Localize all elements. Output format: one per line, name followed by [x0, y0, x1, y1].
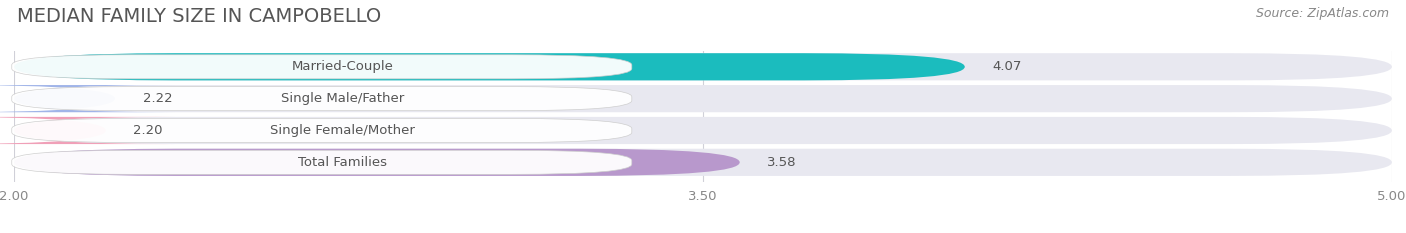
- Text: 2.20: 2.20: [134, 124, 163, 137]
- FancyBboxPatch shape: [0, 117, 174, 144]
- Text: Total Families: Total Families: [298, 156, 387, 169]
- FancyBboxPatch shape: [11, 150, 631, 174]
- Text: Single Male/Father: Single Male/Father: [281, 92, 404, 105]
- FancyBboxPatch shape: [11, 118, 631, 143]
- Text: Single Female/Mother: Single Female/Mother: [270, 124, 415, 137]
- FancyBboxPatch shape: [11, 55, 631, 79]
- Text: 4.07: 4.07: [993, 60, 1022, 73]
- FancyBboxPatch shape: [0, 85, 174, 112]
- Text: Married-Couple: Married-Couple: [291, 60, 394, 73]
- FancyBboxPatch shape: [14, 149, 740, 176]
- FancyBboxPatch shape: [14, 85, 1392, 112]
- FancyBboxPatch shape: [11, 87, 631, 111]
- Text: MEDIAN FAMILY SIZE IN CAMPOBELLO: MEDIAN FAMILY SIZE IN CAMPOBELLO: [17, 7, 381, 26]
- Text: 2.22: 2.22: [142, 92, 173, 105]
- FancyBboxPatch shape: [14, 53, 965, 80]
- FancyBboxPatch shape: [14, 117, 1392, 144]
- Text: 3.58: 3.58: [768, 156, 797, 169]
- Text: Source: ZipAtlas.com: Source: ZipAtlas.com: [1256, 7, 1389, 20]
- FancyBboxPatch shape: [14, 149, 1392, 176]
- FancyBboxPatch shape: [14, 53, 1392, 80]
